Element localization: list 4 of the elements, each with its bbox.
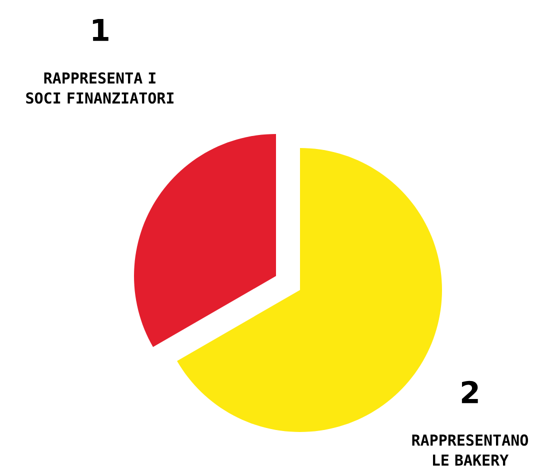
slice-label: RAPPRESENTA I SOCI FINANZIATORI <box>26 72 174 104</box>
data-label: 1 <box>92 19 108 41</box>
slice-label: RAPPRESENTANO LE BAKERY <box>412 434 528 466</box>
data-label: 2 <box>462 380 478 404</box>
